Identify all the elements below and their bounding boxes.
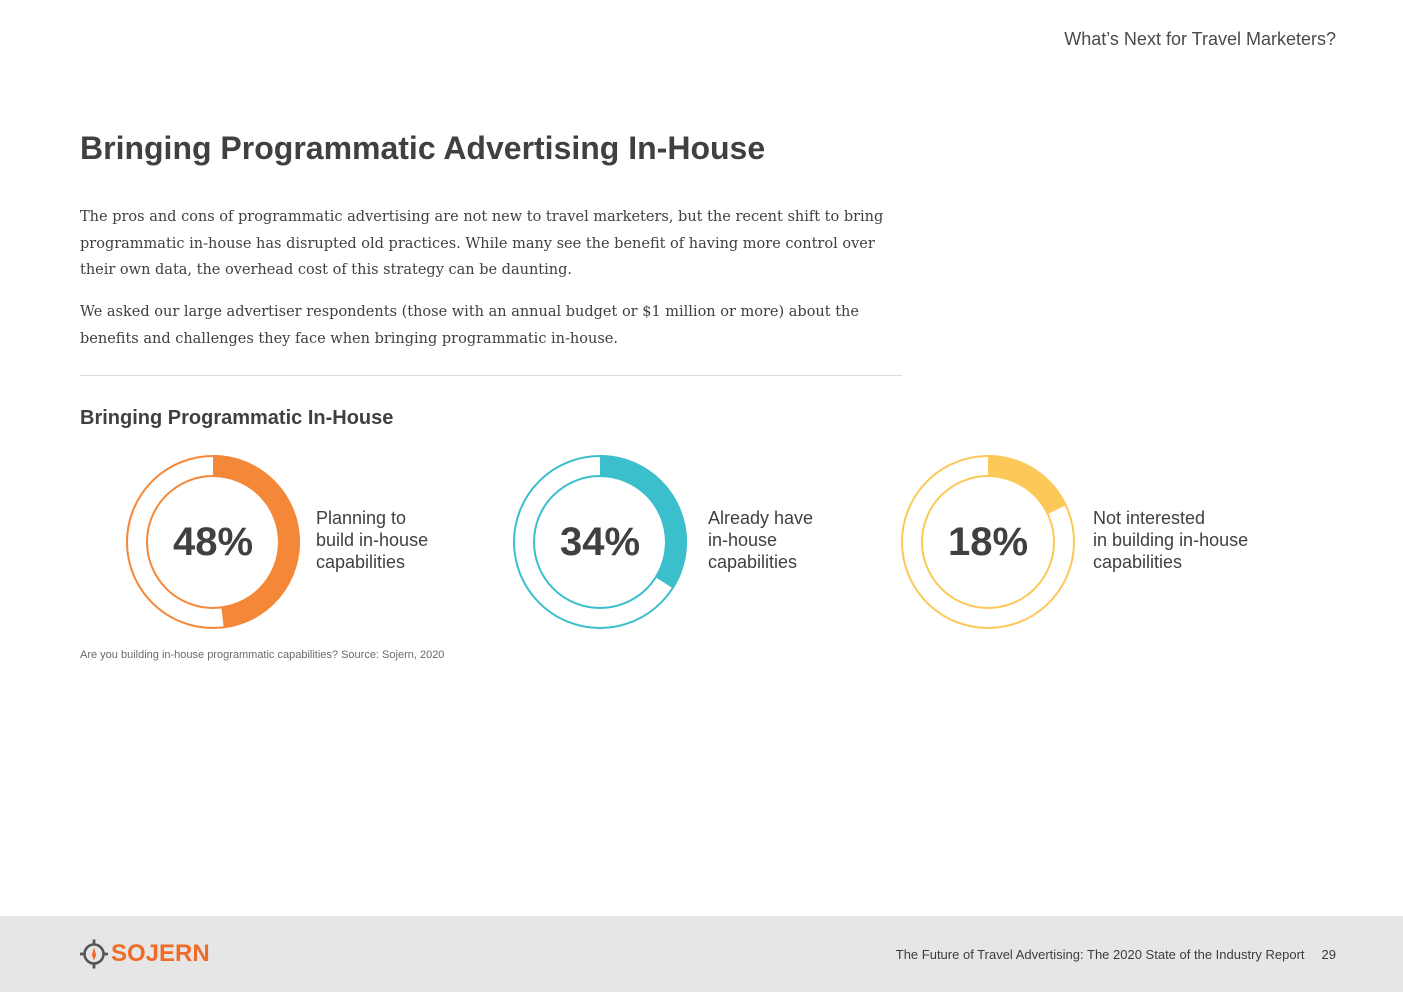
donut-label: Not interested in building in-house capa… [1093,507,1248,573]
donut-arc-fill [600,455,688,589]
page-title: Bringing Programmatic Advertising In-Hou… [80,130,766,166]
donut-value: 18% [947,519,1029,564]
donut-chart-planning: 48% [125,454,301,630]
donut-arc-fill [988,455,1067,515]
donut-label-line: in building in-house [1093,530,1249,550]
donut-label-line: Not interested [1093,508,1206,528]
donut-label-line: Already have [708,508,814,528]
donut-label: Already have in-house capabilities [708,507,813,573]
section-header: What’s Next for Travel Marketers? [1064,29,1336,49]
chart-title: Bringing Programmatic In-House [80,407,394,429]
donut-label-line: build in-house [316,530,429,550]
donut-value: 34% [559,519,641,564]
donut-svg [513,455,688,629]
donut-label-line: Planning to [316,508,407,528]
donut-label-line: capabilities [708,552,798,572]
section-divider [80,375,902,376]
donut-label-line: capabilities [1093,552,1183,572]
compass-icon [80,939,108,969]
methodology-paragraph: We asked our large advertiser respondent… [80,304,859,347]
page-number: 29 [1321,947,1336,962]
donut-label: Planning to build in-house capabilities [316,507,428,573]
sojern-logo: SOJERN [80,939,210,969]
donut-svg [126,455,300,629]
donut-chart-already: 34% [512,454,688,630]
report-title: The Future of Travel Advertising: The 20… [895,947,1305,962]
donut-value: 48% [172,519,254,564]
donut-chart-not-interested: 18% [900,454,1076,630]
footer: SOJERN The Future of Travel Advertising:… [0,916,1403,992]
donut-label-line: in-house [708,530,778,550]
logo-text: SOJERN [111,940,210,967]
intro-paragraph: The pros and cons of programmatic advert… [80,209,884,278]
chart-source-note: Are you building in-house programmatic c… [80,649,445,661]
donut-arc-fill [213,455,300,629]
donut-label-line: capabilities [316,552,406,572]
footer-text: The Future of Travel Advertising: The 20… [896,947,1336,962]
donut-svg [901,455,1075,629]
